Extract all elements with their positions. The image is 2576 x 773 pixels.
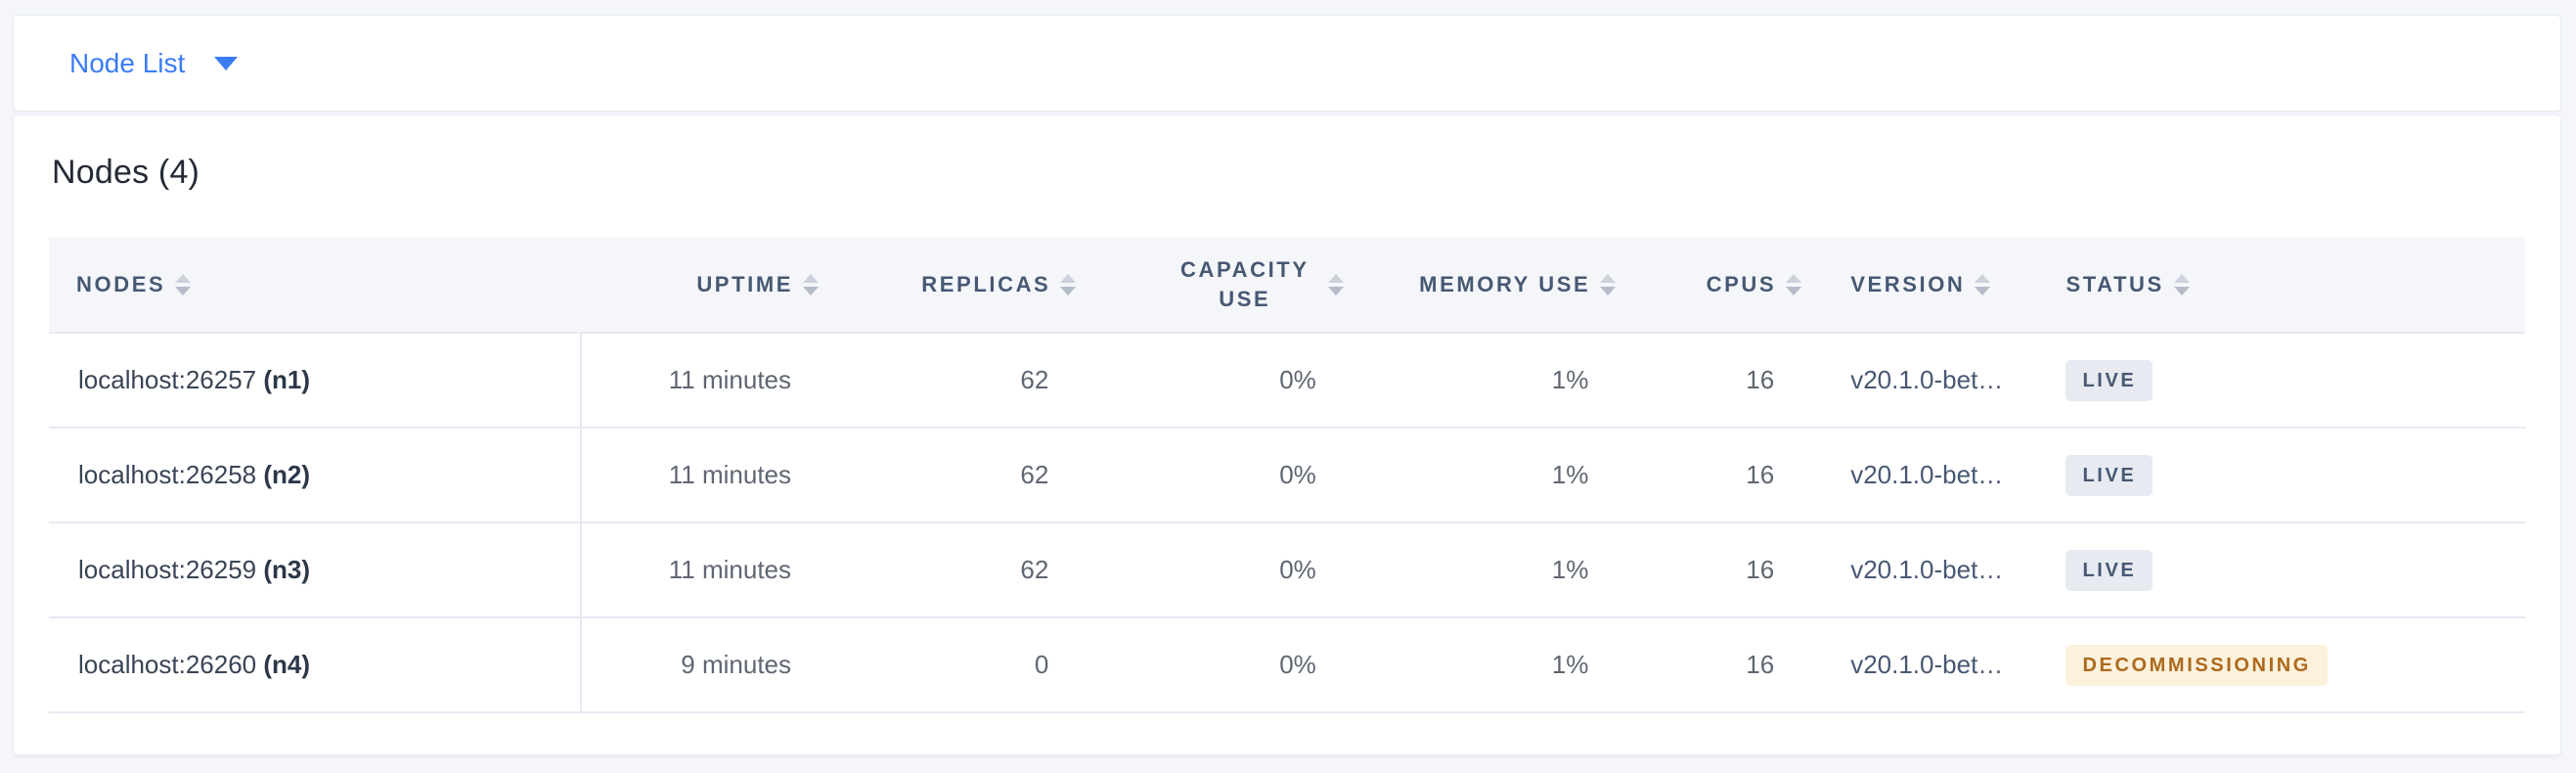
sort-icon[interactable] [2173, 273, 2190, 296]
column-header-version-label: VERSION [1850, 271, 1966, 296]
replicas-cell: 62 [826, 332, 1085, 428]
status-badge: DECOMMISSIONING [2065, 644, 2328, 686]
table-row: localhost:26259 (n3) 11 minutes 62 0% 1%… [49, 522, 2525, 617]
uptime-cell: 9 minutes [581, 616, 827, 713]
node-id: (n4) [263, 650, 311, 679]
memory-use-cell: 1% [1351, 616, 1624, 713]
node-address-cell: localhost:26260 (n4) [49, 616, 583, 713]
cpus-cell: 16 [1623, 522, 1810, 617]
column-header-version[interactable]: VERSION [1809, 237, 2025, 333]
column-header-uptime[interactable]: UPTIME [581, 237, 827, 333]
node-address: localhost:26260 [78, 650, 257, 679]
column-header-capacity-use[interactable]: CAPACITY USE [1084, 237, 1352, 333]
capacity-use-cell: 0% [1084, 427, 1352, 523]
column-header-status-label: STATUS [2065, 271, 2164, 296]
capacity-use-cell: 0% [1084, 332, 1352, 428]
column-header-status[interactable]: STATUS [2024, 237, 2525, 333]
sort-icon[interactable] [1975, 273, 1991, 296]
node-address: localhost:26259 [78, 555, 257, 584]
table-row: localhost:26258 (n2) 11 minutes 62 0% 1%… [49, 427, 2525, 523]
status-cell: DECOMMISSIONING [2024, 616, 2525, 713]
replicas-cell: 0 [826, 616, 1085, 713]
node-list-dropdown[interactable]: Node List [69, 47, 239, 78]
replicas-cell: 62 [826, 427, 1085, 523]
uptime-cell: 11 minutes [581, 427, 827, 523]
sort-icon[interactable] [1060, 273, 1077, 296]
node-address: localhost:26257 [78, 365, 257, 394]
column-header-capacity-use-label: CAPACITY USE [1179, 256, 1310, 311]
node-list-dropdown-label: Node List [69, 47, 186, 78]
uptime-cell: 11 minutes [581, 522, 827, 617]
sort-icon[interactable] [175, 273, 192, 296]
replicas-cell: 62 [826, 522, 1085, 617]
column-header-memory-use[interactable]: MEMORY USE [1351, 237, 1624, 333]
column-header-cpus-label: CPUS [1706, 271, 1777, 296]
cpus-cell: 16 [1623, 427, 1810, 523]
status-cell: LIVE [2024, 522, 2525, 617]
column-header-cpus[interactable]: CPUS [1623, 237, 1810, 333]
sort-icon[interactable] [1786, 273, 1802, 296]
cpus-cell: 16 [1623, 616, 1810, 713]
column-header-memory-use-label: MEMORY USE [1419, 271, 1591, 296]
table-row: localhost:26260 (n4) 9 minutes 0 0% 1% 1… [49, 616, 2525, 713]
version-cell: v20.1.0-bet… [1809, 427, 2025, 523]
capacity-use-cell: 0% [1084, 522, 1352, 617]
version-cell: v20.1.0-bet… [1809, 332, 2025, 428]
chevron-down-icon [214, 56, 239, 70]
column-header-nodes-label: NODES [76, 271, 166, 296]
status-cell: LIVE [2024, 332, 2525, 428]
sort-icon[interactable] [1600, 273, 1617, 296]
column-header-uptime-label: UPTIME [696, 271, 794, 296]
table-header-row: NODES UPTIME REPLICAS [49, 237, 2525, 333]
status-badge: LIVE [2065, 454, 2154, 496]
status-badge: LIVE [2065, 359, 2154, 401]
nodes-table: NODES UPTIME REPLICAS [49, 237, 2525, 713]
cpus-cell: 16 [1623, 332, 1810, 428]
status-cell: LIVE [2024, 427, 2525, 523]
column-header-replicas-label: REPLICAS [921, 271, 1051, 296]
status-badge: LIVE [2065, 549, 2154, 591]
uptime-cell: 11 minutes [581, 332, 827, 428]
nodes-card: Nodes (4) NODES UPTIME [13, 114, 2561, 755]
node-id: (n3) [263, 555, 311, 584]
node-address-cell: localhost:26259 (n3) [49, 522, 583, 617]
memory-use-cell: 1% [1351, 332, 1624, 428]
table-row: localhost:26257 (n1) 11 minutes 62 0% 1%… [49, 332, 2525, 428]
memory-use-cell: 1% [1351, 522, 1624, 617]
column-header-replicas[interactable]: REPLICAS [826, 237, 1085, 333]
sort-icon[interactable] [803, 273, 820, 296]
version-cell: v20.1.0-bet… [1809, 522, 2025, 617]
node-address-cell: localhost:26257 (n1) [49, 332, 583, 428]
memory-use-cell: 1% [1351, 427, 1624, 523]
capacity-use-cell: 0% [1084, 616, 1352, 713]
node-id: (n2) [263, 460, 311, 489]
node-id: (n1) [263, 365, 311, 394]
column-header-nodes[interactable]: NODES [49, 237, 582, 333]
page-title: Nodes (4) [52, 154, 200, 191]
node-address-cell: localhost:26258 (n2) [49, 427, 583, 523]
view-selector-bar: Node List [13, 15, 2561, 112]
version-cell: v20.1.0-bet… [1809, 616, 2025, 713]
node-address: localhost:26258 [78, 460, 257, 489]
page: Node List Nodes (4) NODES [13, 15, 2561, 755]
sort-icon[interactable] [1327, 273, 1344, 296]
